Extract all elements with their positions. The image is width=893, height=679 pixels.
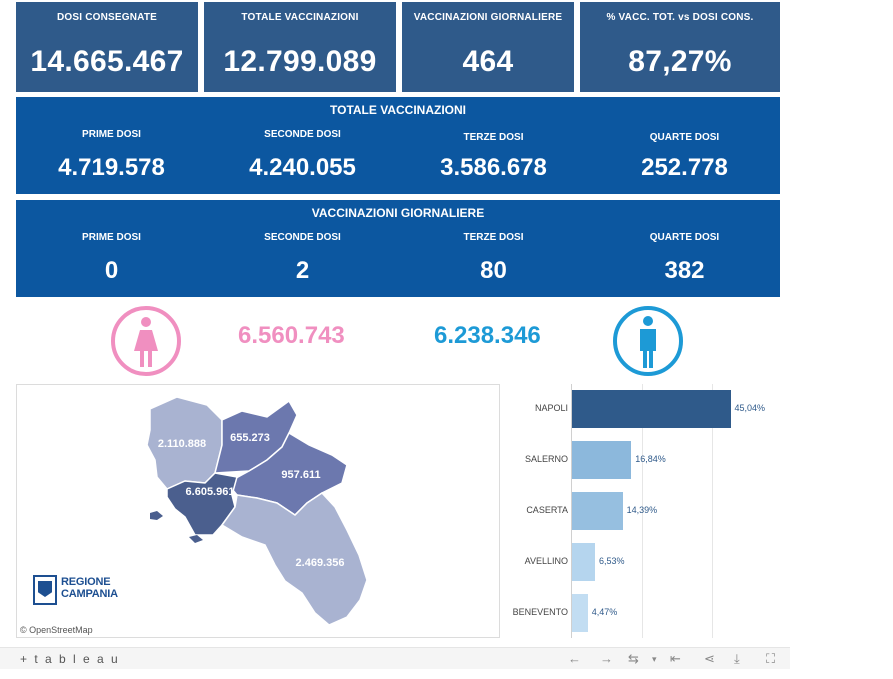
- regione-emblem-icon: [33, 575, 57, 605]
- map-label-avellino: 957.611: [281, 469, 320, 481]
- vaccinazioni-giornaliere-panel: VACCINAZIONI GIORNALIERE PRIME DOSI 0 SE…: [16, 200, 780, 297]
- region-salerno[interactable]: [220, 492, 368, 626]
- gridline: [712, 384, 713, 638]
- bar-category-label: SALERNO: [524, 454, 568, 465]
- bar-caserta[interactable]: [572, 492, 623, 530]
- fullscreen-icon[interactable]: ⛶: [766, 651, 776, 666]
- kpi-percentuale: % VACC. TOT. vs DOSI CONS. 87,27%: [580, 2, 780, 92]
- giornaliere-terze-dosi: TERZE DOSI 80: [398, 232, 589, 285]
- dose-label: TERZE DOSI: [463, 232, 524, 243]
- totale-vaccinazioni-panel: TOTALE VACCINAZIONI PRIME DOSI 4.719.578…: [16, 97, 780, 194]
- kpi-value: 12.799.089: [223, 45, 377, 78]
- kpi-vaccinazioni-giornaliere: VACCINAZIONI GIORNALIERE 464: [402, 2, 574, 92]
- giornaliere-seconde-dosi: SECONDE DOSI 2: [207, 232, 398, 285]
- giornaliere-prime-dosi: PRIME DOSI 0: [16, 232, 207, 285]
- female-total: 6.560.743: [238, 322, 345, 349]
- kpi-value: 14.665.467: [30, 45, 184, 78]
- map-label-napoli: 6.605.961: [186, 486, 235, 498]
- male-total: 6.238.346: [434, 322, 541, 349]
- bar-category-label: NAPOLI: [534, 403, 568, 414]
- campania-map[interactable]: 2.110.888 655.273 957.611 6.605.961 2.46…: [16, 384, 500, 638]
- totale-quarte-dosi: QUARTE DOSI 252.778: [589, 132, 780, 182]
- dose-label: PRIME DOSI: [82, 232, 141, 243]
- tableau-logo[interactable]: + t a b l e a u: [20, 652, 120, 666]
- male-icon: [613, 306, 683, 376]
- reset-icon[interactable]: ⇤: [670, 651, 681, 666]
- bar-value-label: 4,47%: [591, 606, 618, 617]
- kpi-dosi-consegnate: DOSI CONSEGNATE 14.665.467: [16, 2, 198, 92]
- dose-value: 4.240.055: [249, 154, 356, 181]
- province-bar-chart: NAPOLI 45,04% SALERNO 16,84% CASERTA 14,39% AV…: [500, 384, 780, 638]
- totale-seconde-dosi: SECONDE DOSI 4.240.055: [207, 129, 398, 182]
- dose-value: 382: [664, 257, 705, 284]
- bar-benevento[interactable]: [572, 593, 588, 632]
- bar-category-label: BENEVENTO: [512, 606, 568, 617]
- bar-category-label: CASERTA: [526, 505, 568, 515]
- redo-icon[interactable]: →: [600, 651, 613, 666]
- download-icon[interactable]: ⤓: [734, 651, 740, 666]
- map-attribution[interactable]: © OpenStreetMap: [20, 625, 93, 635]
- dose-value: 80: [480, 257, 507, 284]
- bar-category-label: AVELLINO: [524, 555, 568, 566]
- kpi-value: 464: [462, 45, 514, 78]
- panel-title: TOTALE VACCINAZIONI: [330, 103, 466, 117]
- kpi-totale-vaccinazioni: TOTALE VACCINAZIONI 12.799.089: [204, 2, 396, 92]
- kpi-label: % VACC. TOT. vs DOSI CONS.: [606, 12, 754, 23]
- gridline: [642, 384, 643, 638]
- dose-value: 0: [104, 257, 119, 284]
- region-napoli-islands[interactable]: [150, 511, 203, 543]
- dose-label: SECONDE DOSI: [264, 129, 341, 140]
- kpi-label: DOSI CONSEGNATE: [56, 12, 158, 23]
- chevron-down-icon[interactable]: ▾: [652, 654, 657, 664]
- map-label-benevento: 655.273: [230, 432, 270, 444]
- bar-value-label: 16,84%: [635, 454, 666, 465]
- dose-value: 4.719.578: [58, 154, 165, 181]
- tableau-toolbar: + t a b l e a u ← → ⇆ ▾ ⇤ ⋖ ⤓ ⛶: [0, 647, 790, 669]
- panel-title: VACCINAZIONI GIORNALIERE: [311, 206, 485, 220]
- giornaliere-quarte-dosi: QUARTE DOSI 382: [589, 232, 780, 285]
- chart-axis: [571, 384, 572, 638]
- map-canvas: 2.110.888 655.273 957.611 6.605.961 2.46…: [146, 396, 368, 626]
- undo-icon[interactable]: ←: [568, 651, 581, 666]
- bar-value-label: 6,53%: [598, 555, 625, 566]
- female-icon: [111, 306, 181, 376]
- dose-label: PRIME DOSI: [82, 129, 141, 140]
- dose-label: TERZE DOSI: [463, 132, 524, 143]
- map-label-salerno: 2.469.356: [296, 557, 345, 569]
- totale-terze-dosi: TERZE DOSI 3.586.678: [398, 132, 589, 182]
- dose-value: 252.778: [641, 154, 728, 181]
- dose-label: QUARTE DOSI: [649, 232, 720, 243]
- bar-salerno[interactable]: [572, 441, 632, 480]
- kpi-label: TOTALE VACCINAZIONI: [241, 12, 359, 23]
- dose-value: 2: [295, 257, 310, 284]
- share-icon[interactable]: ⋖: [704, 651, 715, 666]
- revert-icon[interactable]: ⇆: [628, 651, 639, 666]
- bar-avellino[interactable]: [572, 542, 595, 581]
- map-label-caserta: 2.110.888: [158, 438, 206, 450]
- totale-prime-dosi: PRIME DOSI 4.719.578: [16, 129, 207, 182]
- bar-value-label: 14,39%: [626, 505, 658, 515]
- bar-napoli[interactable]: [572, 390, 731, 429]
- logo-text: REGIONE CAMPANIA: [61, 576, 118, 600]
- dose-label: SECONDE DOSI: [264, 232, 341, 243]
- kpi-label: VACCINAZIONI GIORNALIERE: [413, 12, 563, 23]
- dose-value: 3.586.678: [440, 154, 547, 181]
- bar-value-label: 45,04%: [734, 403, 766, 414]
- kpi-value: 87,27%: [628, 45, 732, 78]
- dose-label: QUARTE DOSI: [649, 132, 720, 143]
